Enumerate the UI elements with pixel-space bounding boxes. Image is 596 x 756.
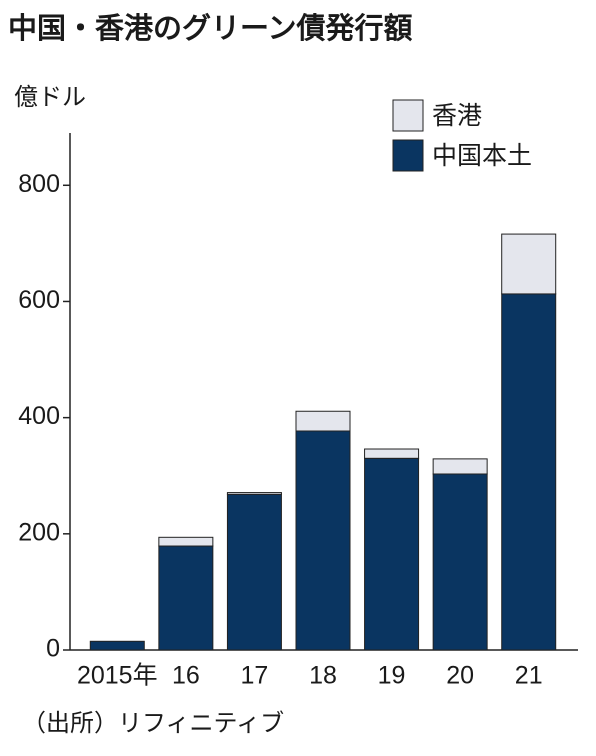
bar-segment [501, 293, 557, 651]
x-tick-label: 21 [515, 662, 543, 690]
x-tick-label: 16 [172, 662, 200, 690]
y-tick-label: 0 [46, 635, 60, 663]
x-tick-label: 18 [309, 662, 337, 690]
x-tick-label: 17 [241, 662, 269, 690]
x-tick-label: 20 [446, 662, 474, 690]
bar-segment [364, 448, 420, 459]
bar-segment [295, 410, 351, 432]
legend-label: 香港 [432, 101, 482, 130]
y-tick-label: 800 [18, 170, 60, 198]
y-tick-label: 400 [18, 402, 60, 430]
bar-segment [226, 493, 282, 651]
bar-segment [432, 458, 488, 475]
legend-label: 中国本土 [432, 141, 532, 170]
x-tick-label: 2015年 [77, 662, 158, 690]
y-axis-label: 億ドル [14, 83, 86, 111]
bar-segment [89, 640, 145, 651]
legend-swatch [392, 99, 424, 132]
x-tick-label: 19 [378, 662, 406, 690]
y-tick-label: 600 [18, 286, 60, 314]
bar-segment [501, 233, 557, 295]
chart-title: 中国・香港のグリーン債発行額 [8, 11, 413, 45]
bar-segment [226, 492, 282, 495]
bar-segment [295, 430, 351, 651]
legend-swatch [392, 139, 424, 172]
y-tick-label: 200 [18, 518, 60, 546]
source: （出所）リフィニティブ [22, 709, 284, 737]
bar-segment [158, 545, 214, 651]
bar-segment [158, 536, 214, 547]
bar-segment [364, 457, 420, 651]
bar-segment [432, 473, 488, 651]
